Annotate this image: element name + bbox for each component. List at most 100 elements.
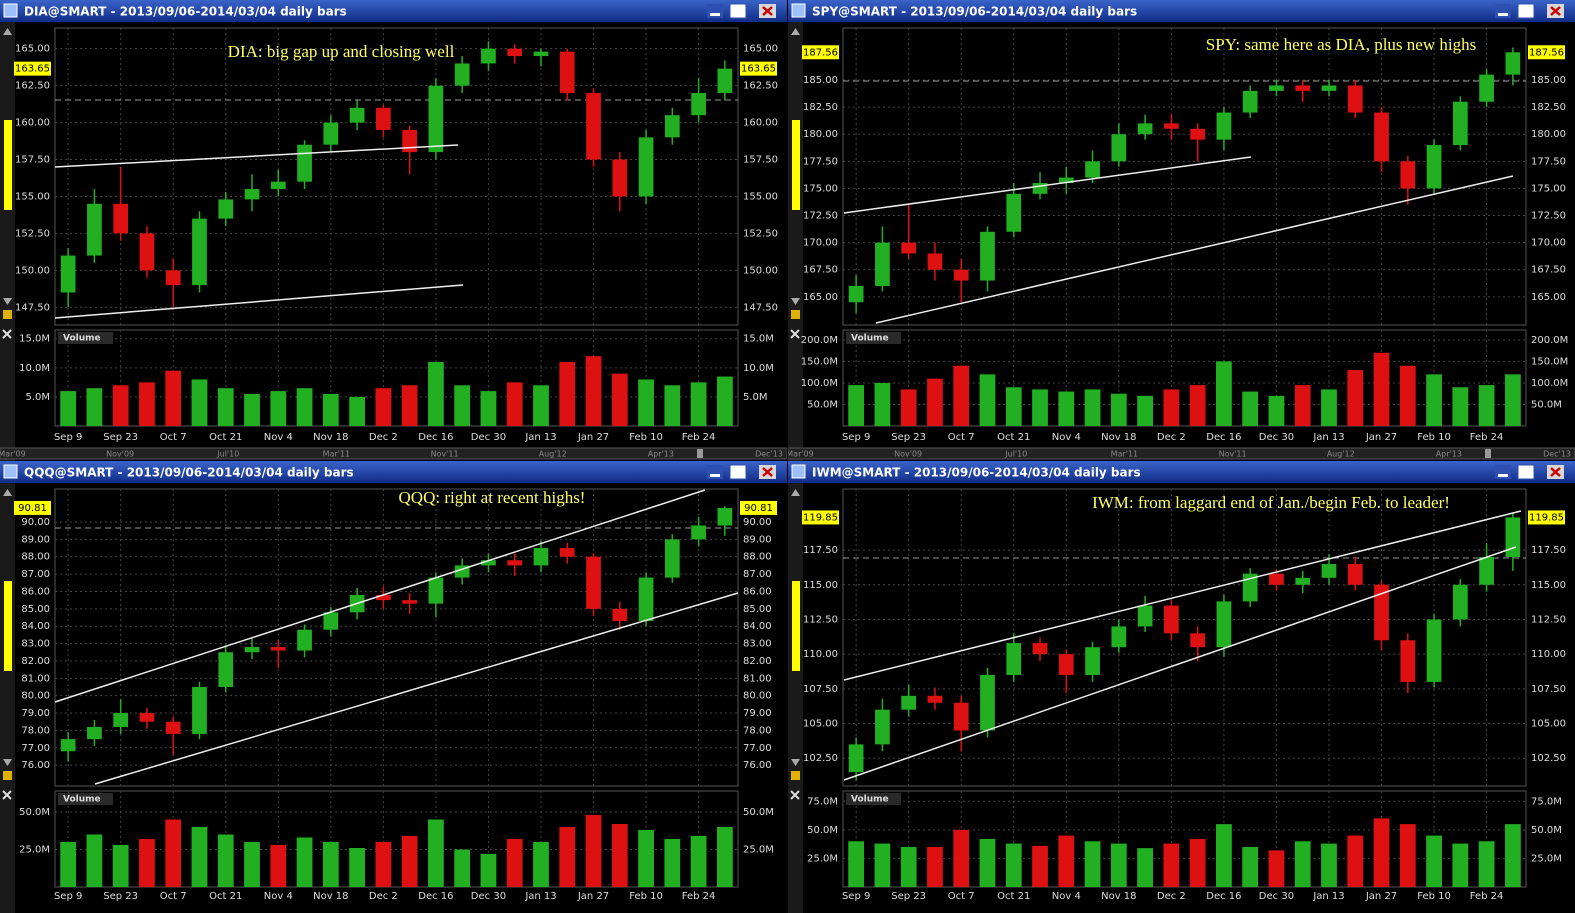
y-tick-label-right: 165.00 bbox=[1531, 292, 1566, 303]
last-price-box bbox=[740, 500, 777, 515]
trendline bbox=[54, 144, 459, 168]
scroll-up[interactable] bbox=[3, 28, 12, 35]
scroll-up[interactable] bbox=[791, 28, 800, 35]
x-tick-label: Jan 27 bbox=[577, 891, 609, 902]
y-tick-label: 80.00 bbox=[21, 691, 50, 702]
volume-bar bbox=[217, 388, 234, 426]
volume-bar bbox=[1373, 818, 1390, 887]
x-tick-label: Dec 30 bbox=[471, 432, 506, 443]
scrollbar-label: Nov'09 bbox=[106, 450, 134, 459]
scroll-up[interactable] bbox=[3, 489, 12, 496]
volume-bar bbox=[1426, 374, 1442, 426]
scroll-down[interactable] bbox=[3, 298, 12, 305]
close-pane[interactable] bbox=[2, 790, 12, 800]
candle-body bbox=[1347, 85, 1363, 113]
candle-body bbox=[1190, 128, 1205, 140]
volume-bar bbox=[927, 378, 943, 426]
candle-body bbox=[1111, 134, 1127, 162]
x-tick-label: Dec 2 bbox=[1157, 891, 1186, 902]
scrollbar-label: Mar'09 bbox=[788, 450, 814, 459]
volume-bar bbox=[1058, 391, 1075, 426]
volume-label-box bbox=[58, 332, 113, 344]
volume-bar bbox=[1504, 374, 1521, 426]
close-pane[interactable] bbox=[790, 329, 800, 339]
y-tick-label: 162.50 bbox=[15, 81, 50, 92]
x-tick-label: Jan 13 bbox=[1312, 432, 1344, 443]
candle-body bbox=[270, 647, 286, 651]
last-price-box bbox=[802, 510, 839, 525]
scroll-down[interactable] bbox=[3, 759, 12, 766]
x-tick-label: Sep 23 bbox=[891, 432, 926, 443]
y-tick-label-right: 105.00 bbox=[1531, 719, 1566, 730]
scroll-down[interactable] bbox=[791, 298, 800, 305]
scroll-up[interactable] bbox=[791, 489, 800, 496]
volume-bar bbox=[296, 837, 313, 887]
x-tick-label: Feb 10 bbox=[1417, 432, 1451, 443]
scroll-down[interactable] bbox=[791, 759, 800, 766]
x-tick-label: Dec 2 bbox=[1157, 432, 1186, 443]
candle-body bbox=[1374, 584, 1389, 641]
candle-body bbox=[87, 203, 102, 256]
maximize-button[interactable] bbox=[729, 464, 747, 480]
lock-icon[interactable] bbox=[3, 771, 12, 780]
last-price-label: 90.81 bbox=[18, 503, 47, 514]
volume-bar bbox=[401, 836, 418, 887]
side-strip bbox=[788, 22, 803, 461]
candle-body bbox=[139, 713, 155, 722]
y-tick-label-right: 182.50 bbox=[1531, 102, 1566, 113]
volume-bar bbox=[716, 827, 733, 887]
lock-icon[interactable] bbox=[3, 310, 12, 319]
y-tick-label: 82.00 bbox=[21, 656, 50, 667]
lock-icon[interactable] bbox=[791, 310, 800, 319]
y-tick-label: 105.00 bbox=[803, 719, 838, 730]
minimize-glyph bbox=[1498, 474, 1508, 477]
scroll-thumb[interactable] bbox=[697, 449, 703, 458]
y-tick-label-right: 107.50 bbox=[1531, 684, 1566, 695]
close-pane[interactable] bbox=[790, 790, 800, 800]
volume-bar bbox=[611, 373, 628, 426]
y-tick-label-right: 167.50 bbox=[1531, 265, 1566, 276]
volume-bar bbox=[112, 845, 129, 887]
volume-bar bbox=[1137, 395, 1153, 426]
candle-body bbox=[1426, 145, 1442, 189]
candle-body bbox=[691, 93, 706, 116]
scrollbar[interactable] bbox=[0, 447, 787, 460]
close-pane[interactable] bbox=[2, 329, 12, 339]
volume-bar bbox=[533, 842, 549, 887]
chart-window: DIA@SMART - 2013/09/06-2014/03/04 daily … bbox=[0, 0, 787, 461]
scrollbar[interactable] bbox=[788, 447, 1575, 460]
y-tick-label: 157.50 bbox=[15, 155, 50, 166]
trendline bbox=[843, 510, 1522, 681]
volume-tick-label-right: 50.0M bbox=[743, 807, 774, 818]
candle-body bbox=[980, 674, 995, 731]
scroll-thumb[interactable] bbox=[1485, 449, 1491, 458]
maximize-button[interactable] bbox=[1517, 464, 1535, 480]
candle-body bbox=[1295, 85, 1311, 91]
y-tick-label: 172.50 bbox=[803, 211, 838, 222]
y-tick-label-right: 117.50 bbox=[1531, 545, 1566, 556]
volume-bar bbox=[1189, 385, 1206, 426]
volume-bar bbox=[979, 374, 996, 426]
y-tick-label-right: 165.00 bbox=[743, 44, 778, 55]
x-tick-label: Nov 4 bbox=[1052, 432, 1081, 443]
lock-icon[interactable] bbox=[791, 771, 800, 780]
last-price-box bbox=[740, 61, 777, 76]
candle-body bbox=[717, 68, 733, 94]
maximize-button[interactable] bbox=[1517, 3, 1535, 19]
x-tick-label: Dec 16 bbox=[418, 891, 453, 902]
candle-body bbox=[927, 695, 943, 703]
volume-tick-label-right: 100.0M bbox=[1531, 378, 1568, 389]
maximize-button[interactable] bbox=[729, 3, 747, 19]
volume-label: Volume bbox=[63, 334, 101, 344]
candle-body bbox=[139, 233, 155, 271]
volume-tick-label-right: 50.0M bbox=[1531, 399, 1562, 410]
scrollbar-label: Nov'11 bbox=[431, 450, 459, 459]
volume-bar bbox=[1452, 387, 1469, 426]
scrollbar-label: Apr'13 bbox=[1436, 450, 1462, 459]
volume-pane bbox=[54, 329, 739, 427]
y-tick-label-right: 86.00 bbox=[743, 586, 772, 597]
scrollbar-label: Dec'13 bbox=[1543, 450, 1571, 459]
volume-bar bbox=[638, 379, 654, 426]
x-tick-label: Oct 7 bbox=[948, 891, 975, 902]
y-tick-label: 185.00 bbox=[803, 75, 838, 86]
